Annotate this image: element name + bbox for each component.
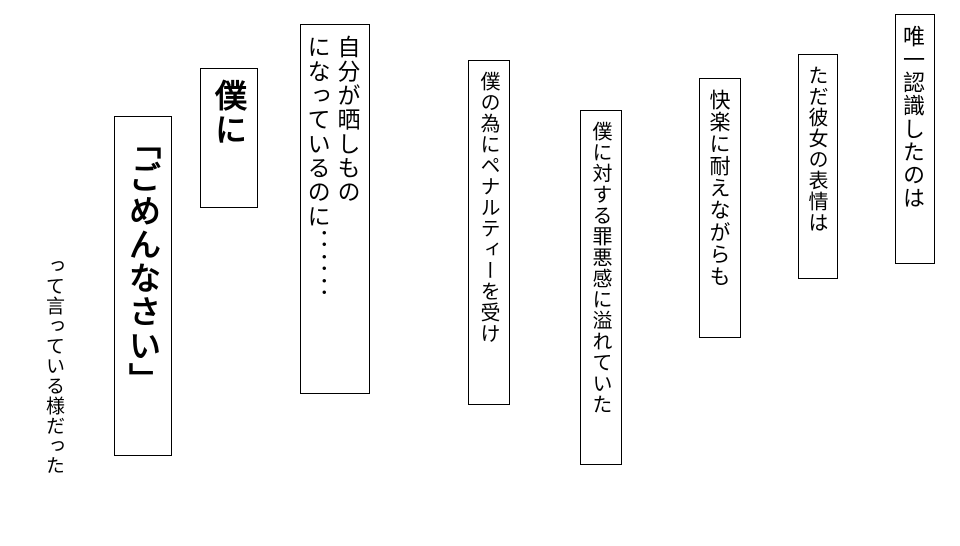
text-line3: 快楽に耐えながらも [699,78,741,338]
text-line9: って言っている様だった [35,256,65,546]
text-line5: 僕の為にペナルティーを受け [468,60,510,405]
text-line2: ただ彼女の表情は [798,54,838,279]
text-line4: 僕に対する罪悪感に溢れていた [580,110,622,465]
text-line8: 「ごめんなさい」 [114,116,172,456]
text-line6: 自分が晒しもの になっているのに：：： [300,24,370,394]
text-line1: 唯一認識したのは [895,14,935,264]
text-line7: 僕に [200,68,258,208]
